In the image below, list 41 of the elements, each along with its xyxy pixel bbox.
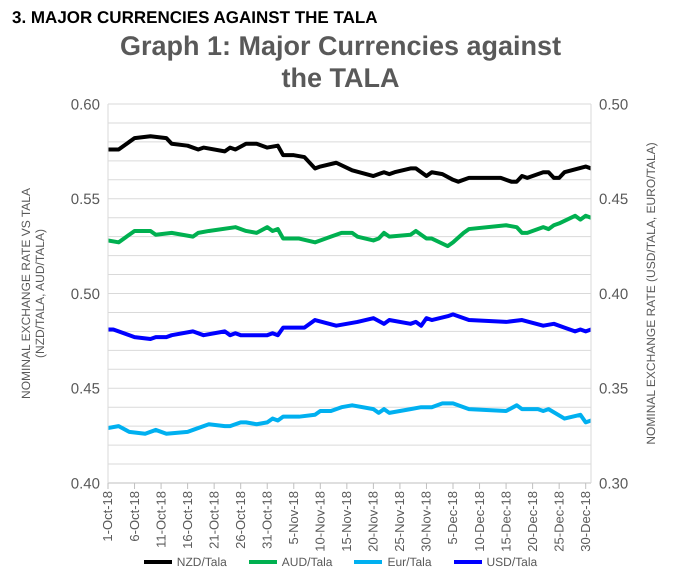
x-tick-label: 30-Nov-18	[418, 491, 434, 552]
x-tick-label: 21-Oct-18	[206, 491, 222, 549]
y-tick-label: 0.50	[70, 286, 100, 303]
line-series	[108, 312, 591, 341]
y2-tick-label: 0.40	[599, 286, 628, 303]
y-axis-title: NOMINAL EXCHANGE RATE VS TALA (NZD/TALA, AUD/TALA)	[19, 188, 47, 399]
line-series	[108, 134, 591, 184]
y2-tick-label: 0.45	[599, 191, 628, 208]
y-tick-label: 0.55	[70, 191, 100, 208]
y2-tick-label: 0.50	[599, 96, 628, 114]
x-tick-label: 30-Dec-18	[578, 491, 593, 552]
chart-title: Graph 1: Major Currencies against the TALA	[118, 30, 562, 94]
x-tick-label: 11-Oct-18	[153, 491, 168, 548]
y-tick-label: 0.45	[70, 380, 100, 398]
y2-axis-title: NOMINAL EXCHANGE RATE (USD/TALA, EURO/TALA)	[644, 142, 658, 445]
y-tick-label: 0.40	[70, 475, 100, 492]
x-tick-label: 6-Oct-18	[126, 491, 142, 542]
x-tick-label: 10-Dec-18	[472, 491, 487, 552]
y-tick-label: 0.60	[70, 96, 100, 114]
legend-label: USD/Tala	[486, 555, 538, 569]
x-tick-label: 5-Nov-18	[286, 491, 301, 544]
x-tick-label: 20-Nov-18	[366, 491, 381, 552]
x-tick-label: 16-Oct-18	[180, 491, 195, 549]
y2-tick-label: 0.35	[599, 380, 628, 398]
x-tick-label: 15-Nov-18	[339, 491, 354, 552]
line-series	[108, 401, 591, 436]
x-tick-label: 15-Dec-18	[498, 491, 514, 552]
x-tick-label: 25-Nov-18	[392, 491, 408, 552]
x-tick-label: 1-Oct-18	[100, 491, 116, 542]
x-tick-label: 5-Dec-18	[445, 491, 460, 544]
x-tick-label: 10-Nov-18	[312, 491, 328, 552]
legend-label: NZD/Tala	[176, 555, 227, 569]
x-tick-label: 26-Oct-18	[232, 491, 248, 549]
legend-label: AUD/Tala	[282, 555, 332, 569]
text: 3. MAJOR CURRENCIES AGAINST THE TALA	[11, 8, 379, 28]
y2-tick-label: 0.30	[599, 475, 628, 492]
legend-label: Eur/Tala	[387, 555, 432, 569]
x-tick-label: 31-Oct-18	[259, 491, 274, 549]
x-tick-label: 25-Dec-18	[551, 491, 566, 552]
x-tick-label: 20-Dec-18	[524, 491, 540, 552]
line-series	[108, 214, 591, 248]
